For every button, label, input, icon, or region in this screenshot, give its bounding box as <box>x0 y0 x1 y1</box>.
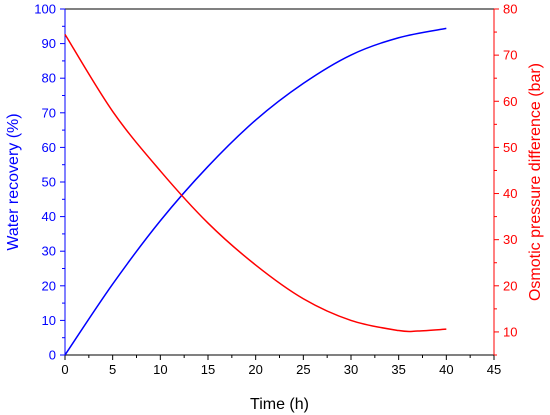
series-line-water-recovery <box>64 27 447 356</box>
y-left-tick-label: 100 <box>34 2 56 17</box>
x-tick-label: 5 <box>109 362 116 377</box>
y-right-tick-label: 80 <box>503 2 517 17</box>
series-line-osmotic-pressure <box>64 33 447 333</box>
y-left-tick-label: 90 <box>42 36 56 51</box>
x-axis: 0 5 10 15 20 25 30 35 40 45 <box>61 354 501 377</box>
y-axis-right-title: Osmotic pressure difference (bar) <box>527 63 544 301</box>
y-left-tick-label: 20 <box>42 278 56 293</box>
y-left-tick-label: 0 <box>49 348 56 363</box>
x-tick-label: 45 <box>487 362 501 377</box>
y-left-tick-label: 70 <box>42 105 56 120</box>
y-axis-left: 0 10 20 30 40 50 60 70 80 90 100 <box>34 2 66 363</box>
y-right-tick-label: 20 <box>503 278 517 293</box>
y-right-tick-label: 30 <box>503 232 517 247</box>
y-axis-left-title: Water recovery (%) <box>5 113 22 250</box>
x-tick-label: 15 <box>201 362 215 377</box>
x-tick-label: 25 <box>296 362 310 377</box>
y-right-tick-label: 10 <box>503 324 517 339</box>
y-left-tick-label: 40 <box>42 209 56 224</box>
y-right-tick-label: 60 <box>503 94 517 109</box>
x-tick-label: 10 <box>153 362 167 377</box>
x-tick-label: 20 <box>248 362 262 377</box>
y-left-tick-label: 30 <box>42 244 56 259</box>
y-left-tick-label: 50 <box>42 175 56 190</box>
y-right-tick-label: 40 <box>503 186 517 201</box>
x-tick-label: 30 <box>344 362 358 377</box>
series-layer <box>64 27 447 356</box>
y-left-tick-label: 60 <box>42 140 56 155</box>
x-tick-label: 0 <box>61 362 68 377</box>
x-tick-label: 40 <box>439 362 453 377</box>
x-axis-title: Time (h) <box>250 396 309 413</box>
x-tick-label: 35 <box>391 362 405 377</box>
y-left-tick-label: 80 <box>42 71 56 86</box>
y-left-tick-label: 10 <box>42 313 56 328</box>
y-axis-right: 10 20 30 40 50 60 70 80 <box>493 2 517 356</box>
y-right-tick-label: 70 <box>503 48 517 63</box>
y-right-tick-label: 50 <box>503 140 517 155</box>
